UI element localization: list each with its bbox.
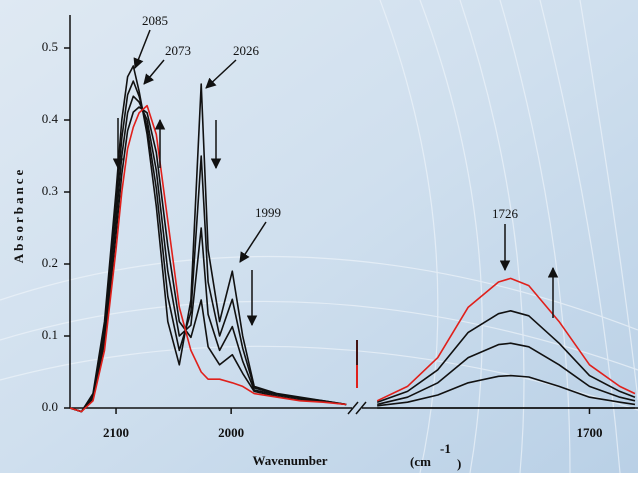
axis-break	[347, 401, 359, 415]
x-tick-label: 1700	[576, 425, 602, 440]
y-tick-label: 0.0	[42, 399, 58, 414]
y-tick-label: 0.1	[42, 327, 58, 342]
peak-label: 1726	[492, 206, 519, 221]
spectrum-line	[377, 374, 636, 407]
peak-label: 2085	[142, 13, 168, 28]
peak-arrow	[205, 59, 237, 89]
x-tick-label: 2100	[103, 425, 129, 440]
spectrum-line	[69, 106, 347, 413]
spectrum-line	[69, 104, 347, 413]
y-tick-label: 0.5	[42, 39, 58, 54]
spectrum-line	[377, 342, 636, 406]
x-axis-label: Wavenumber	[252, 453, 327, 468]
spectrum-line	[69, 80, 347, 413]
y-axis-label: Absorbance	[11, 167, 26, 263]
spectrum-line	[69, 95, 347, 413]
peak-arrow	[239, 221, 267, 263]
x-unit-exponent: -1	[440, 441, 451, 456]
peak-label: 2026	[233, 43, 260, 58]
peak-arrow	[133, 29, 151, 69]
peak-arrow	[143, 59, 165, 85]
axis-break	[355, 401, 367, 415]
spectrum-line	[69, 65, 347, 413]
x-unit-close: )	[457, 456, 461, 471]
y-tick-label: 0.4	[42, 111, 59, 126]
y-tick-label: 0.2	[42, 255, 58, 270]
x-unit: (cm	[410, 454, 431, 469]
spectrum-line	[376, 310, 636, 403]
y-tick-label: 0.3	[42, 183, 58, 198]
x-tick-label: 2000	[218, 425, 244, 440]
peak-label: 2073	[165, 43, 191, 58]
peak-label: 1999	[255, 205, 281, 220]
spectrum-line	[376, 277, 636, 402]
